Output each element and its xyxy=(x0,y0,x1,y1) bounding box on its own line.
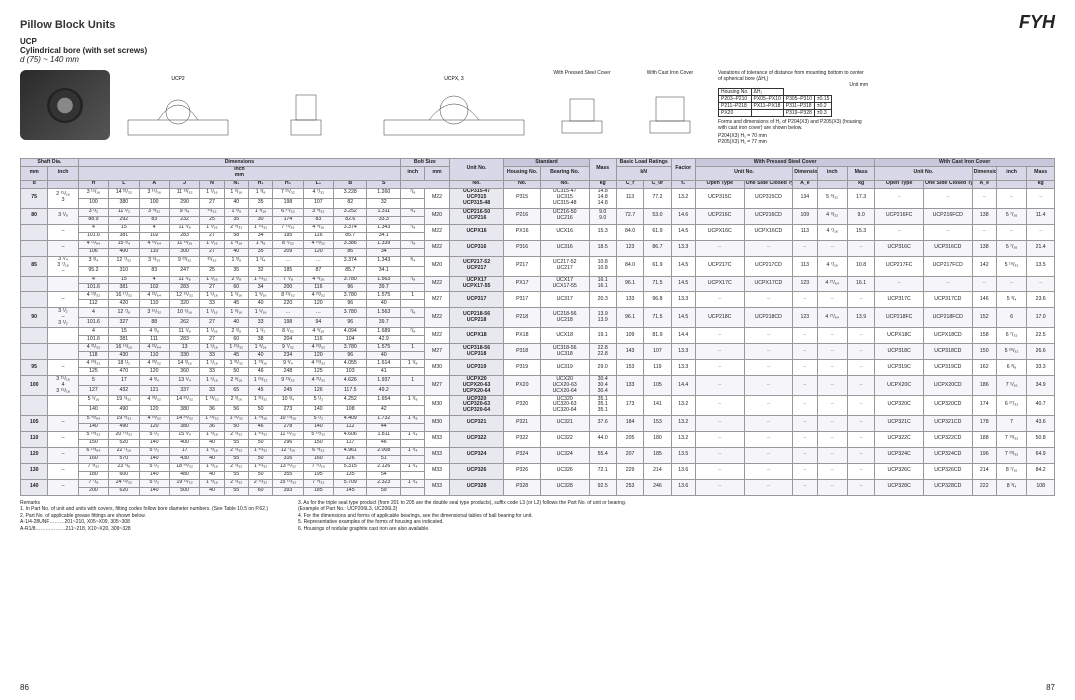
drawing-ucp2: UCP2 xyxy=(118,70,238,150)
svg-text:UCP2: UCP2 xyxy=(171,76,185,82)
spec-table: Shaft Dia. Dimensions Bolt Size Unit No.… xyxy=(20,158,1055,496)
remarks: Remarks 1. In Part No. of unit and units… xyxy=(20,500,1055,533)
svg-text:UCPX, 3: UCPX, 3 xyxy=(444,76,464,82)
diagram-row: UCP2 UCPX, 3 With Pressed Steel Cover Wi… xyxy=(20,70,1055,150)
drawing-ucpx3: UCPX, 3 xyxy=(374,70,534,150)
page-number-left: 86 xyxy=(20,683,29,692)
drawing-iron-cover: With Cast Iron Cover xyxy=(630,70,710,150)
brand-logo: FYH xyxy=(1019,12,1055,33)
page-title: Pillow Block Units xyxy=(20,19,115,31)
drawing-pressed-cover: With Pressed Steel Cover xyxy=(542,70,622,150)
page-number-right: 87 xyxy=(1046,683,1055,692)
series-code: UCP xyxy=(20,37,1055,46)
tolerance-box: Variations of tolerance of distance from… xyxy=(718,70,868,145)
bore-range: d (75) ~ 140 mm xyxy=(20,55,1055,64)
product-photo xyxy=(20,70,110,140)
series-desc: Cylindrical bore (with set screws) xyxy=(20,46,1055,55)
drawing-side xyxy=(246,70,366,150)
